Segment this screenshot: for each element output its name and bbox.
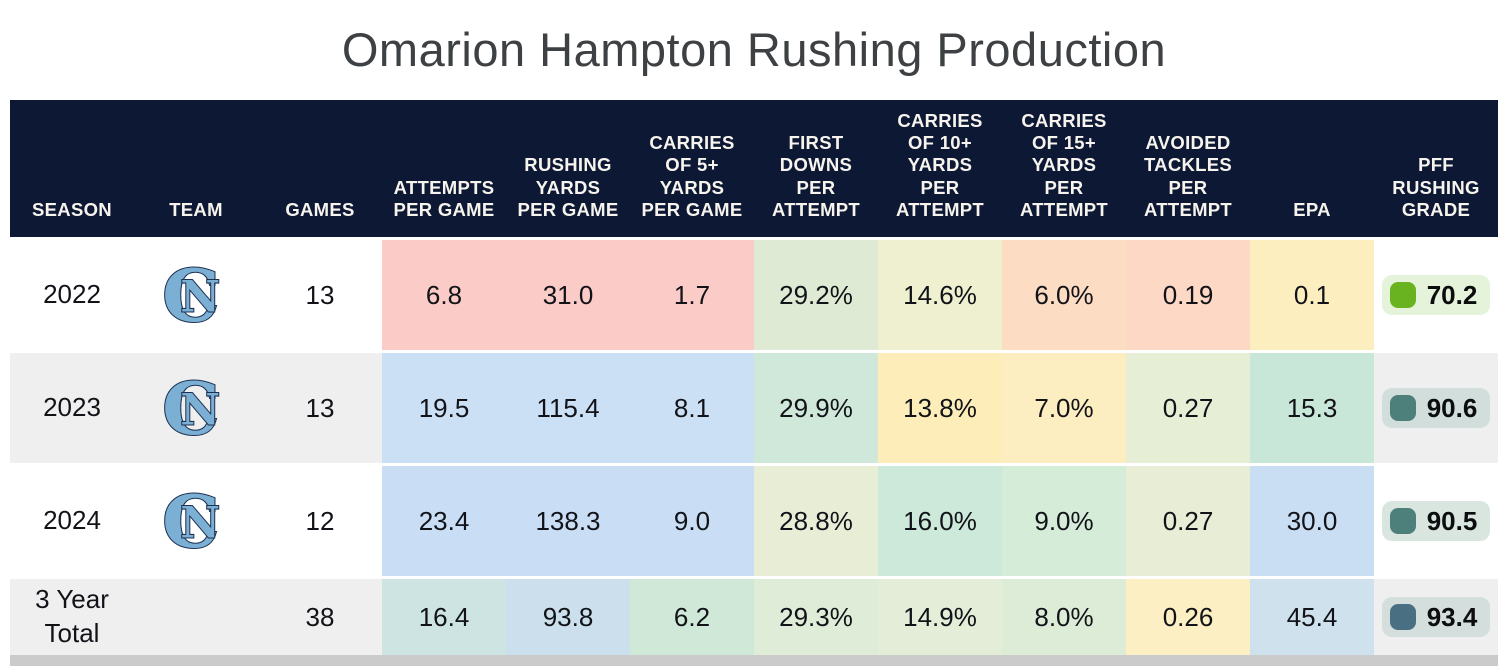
grade-badge: 70.2 [1381,275,1491,315]
svg-text:C: C [163,373,220,443]
cell-carries-5plus: 1.7 [630,240,754,350]
table-row-2022: 2022 C N 13 6.8 31.0 1.7 29.2% 14.6% 6.0… [10,240,1498,350]
col-header-rushing-yards-per-game: RUSHING YARDS PER GAME [517,154,619,220]
cell-games: 12 [305,505,335,536]
cell-first-downs: 29.2% [754,240,878,350]
cell-carries-10plus: 16.0% [878,466,1002,576]
col-header-carries-5plus: CARRIES OF 5+ YARDS PER GAME [641,132,743,220]
cell-team [134,579,258,655]
rushing-production-table: SEASON TEAM GAMES ATTEMPTS PER GAME RUSH… [10,100,1498,655]
grade-badge: 93.4 [1381,597,1491,637]
table-header-row: SEASON TEAM GAMES ATTEMPTS PER GAME RUSH… [10,100,1498,237]
grade-badge: 90.6 [1381,388,1491,428]
svg-text:N: N [180,498,220,549]
cell-first-downs: 29.9% [754,353,878,463]
bottom-scrollbar-track[interactable] [10,655,1498,666]
cell-season: 3 Year Total [35,584,109,648]
cell-team: C N [134,353,258,463]
table-row-2024: 2024 C N 12 23.4 138.3 9.0 28.8% 16.0% 9… [10,466,1498,576]
cell-pff-grade: 93.4 [1374,579,1498,655]
grade-value: 90.6 [1426,392,1478,423]
cell-carries-15plus: 7.0% [1002,353,1126,463]
unc-logo-icon: C N [163,486,221,556]
cell-attempts-per-game: 16.4 [382,579,506,655]
col-header-epa: EPA [1293,198,1331,220]
cell-carries-15plus: 6.0% [1002,240,1126,350]
cell-rushing-yards-per-game: 93.8 [506,579,630,655]
cell-team: C N [134,240,258,350]
cell-avoided-tackles: 0.27 [1126,466,1250,576]
col-header-team: TEAM [169,198,223,220]
col-header-season: SEASON [32,198,112,220]
cell-games: 13 [305,392,335,423]
cell-rushing-yards-per-game: 31.0 [506,240,630,350]
col-header-avoided-tackles: AVOIDED TACKLES PER ATTEMPT [1143,132,1233,220]
cell-carries-10plus: 14.6% [878,240,1002,350]
col-header-carries-10plus: CARRIES OF 10+ YARDS PER ATTEMPT [895,110,985,220]
cell-attempts-per-game: 19.5 [382,353,506,463]
col-header-carries-15plus: CARRIES OF 15+ YARDS PER ATTEMPT [1019,110,1109,220]
cell-first-downs: 28.8% [754,466,878,576]
cell-epa: 15.3 [1250,353,1374,463]
grade-value: 93.4 [1426,601,1478,632]
svg-text:C: C [163,260,220,330]
grade-color-icon [1389,508,1416,534]
cell-avoided-tackles: 0.26 [1126,579,1250,655]
cell-epa: 45.4 [1250,579,1374,655]
grade-value: 70.2 [1426,279,1478,310]
unc-logo-icon: C N [163,260,221,330]
cell-season: 2024 [43,505,101,536]
col-header-first-downs: FIRST DOWNS PER ATTEMPT [771,132,861,220]
cell-team: C N [134,466,258,576]
col-header-games: GAMES [285,198,355,220]
grade-color-icon [1389,282,1416,308]
cell-carries-15plus: 8.0% [1002,579,1126,655]
unc-logo-icon: C N [163,373,221,443]
grade-color-icon [1389,604,1416,630]
cell-pff-grade: 70.2 [1374,240,1498,350]
cell-carries-5plus: 6.2 [630,579,754,655]
cell-carries-5plus: 8.1 [630,353,754,463]
cell-carries-10plus: 14.9% [878,579,1002,655]
cell-avoided-tackles: 0.19 [1126,240,1250,350]
table-row-total: 3 Year Total 38 16.4 93.8 6.2 29.3% 14.9… [10,579,1498,655]
page-title: Omarion Hampton Rushing Production [341,23,1167,76]
cell-epa: 0.1 [1250,240,1374,350]
svg-text:N: N [180,385,220,436]
cell-pff-grade: 90.5 [1374,466,1498,576]
cell-pff-grade: 90.6 [1374,353,1498,463]
cell-games: 38 [305,601,335,632]
cell-attempts-per-game: 23.4 [382,466,506,576]
cell-epa: 30.0 [1250,466,1374,576]
cell-avoided-tackles: 0.27 [1126,353,1250,463]
grade-color-icon [1389,395,1416,421]
col-header-attempts-per-game: ATTEMPTS PER GAME [393,176,495,220]
cell-rushing-yards-per-game: 138.3 [506,466,630,576]
cell-carries-10plus: 13.8% [878,353,1002,463]
svg-text:N: N [180,272,220,323]
cell-season: 2023 [43,392,101,423]
cell-attempts-per-game: 6.8 [382,240,506,350]
grade-badge: 90.5 [1381,501,1491,541]
cell-first-downs: 29.3% [754,579,878,655]
table-row-2023: 2023 C N 13 19.5 115.4 8.1 29.9% 13.8% 7… [10,353,1498,463]
svg-text:C: C [163,486,220,556]
grade-value: 90.5 [1426,505,1478,536]
cell-rushing-yards-per-game: 115.4 [506,353,630,463]
cell-carries-15plus: 9.0% [1002,466,1126,576]
cell-carries-5plus: 9.0 [630,466,754,576]
cell-season: 2022 [43,279,101,310]
col-header-pff-rushing-grade: PFF RUSHING GRADE [1392,154,1480,220]
cell-games: 13 [305,279,335,310]
